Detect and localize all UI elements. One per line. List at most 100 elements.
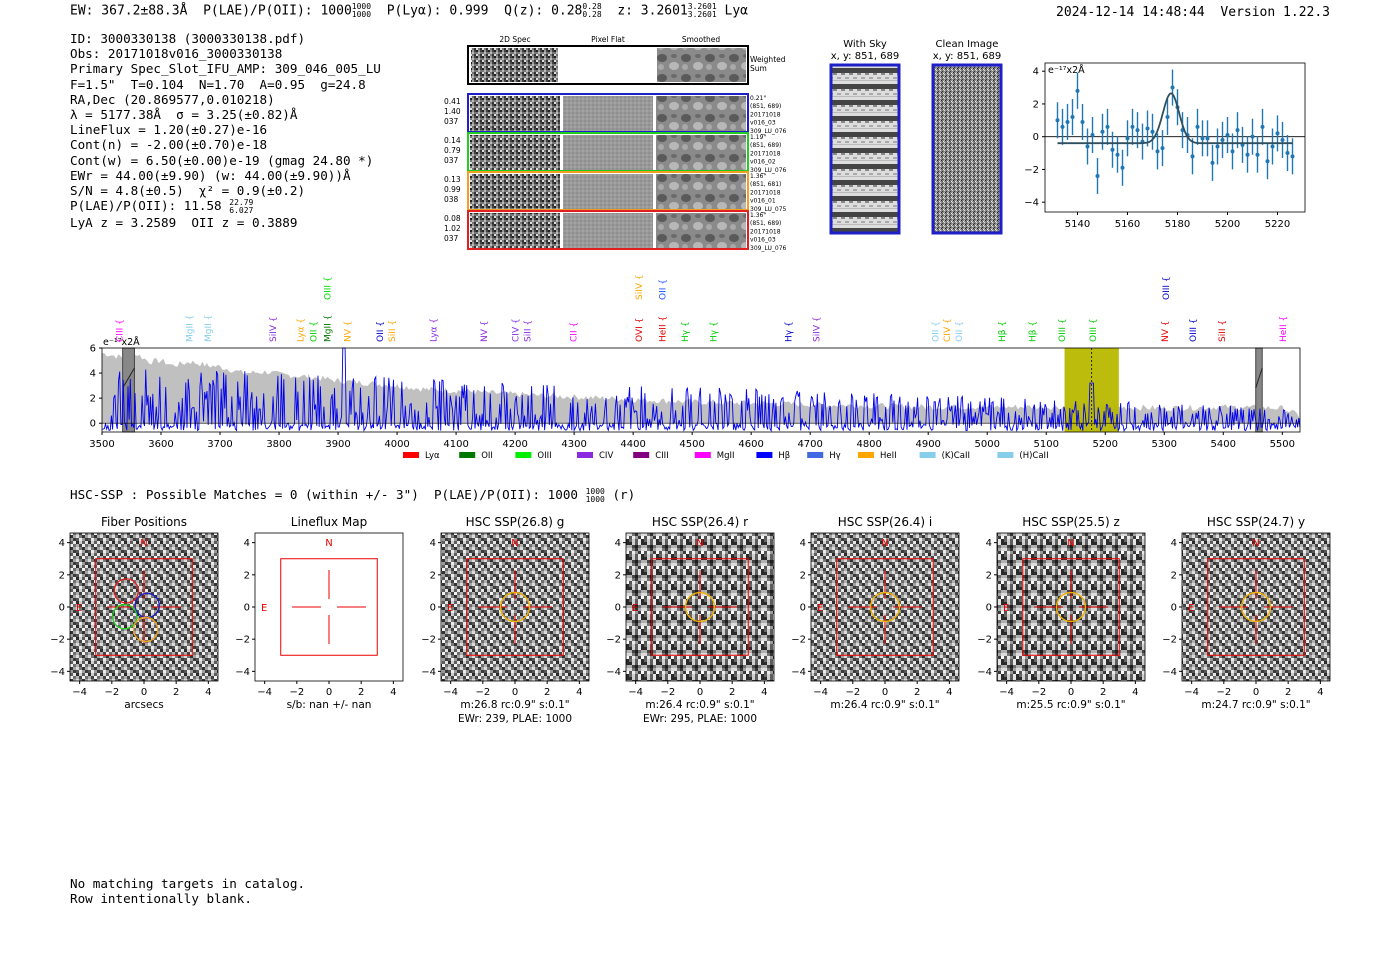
stamp-title: HSC SSP(26.8) g [466,515,565,529]
stamp-ytick-label: 2 [430,570,436,581]
cutout-smoothed [656,213,746,248]
stamp-panel: HSC SSP(26.8) g N E −4 −4 −2 −2 0 0 2 2 4 4 m:26.8 rc… [421,515,590,725]
legend-label: Hβ [778,451,790,461]
legend-swatch [459,452,476,458]
spectrum-xtick-label: 4800 [856,439,881,450]
line-id-label: OIII { [323,276,333,300]
info-plae: P(LAE)/P(OII): 11.58 22.79 6.027 [70,197,254,215]
legend-swatch [756,452,773,458]
line-id-name: OII { [955,321,965,342]
spectrum-xtick-label: 5100 [1034,439,1059,450]
stamp-panel: HSC SSP(26.4) r N E −4 −4 −2 −2 0 0 2 2 4 4 m:26.4 rc… [606,515,775,725]
line-id-label: Hγ { [709,321,719,342]
clean-image-coords: x, y: 851, 689 [933,51,1002,62]
plya-value: P(Lyα): 0.999 [386,3,489,19]
line-id-name: SiIV { [813,316,823,342]
info-contw: Cont(w) = 6.50(±0.00)e-19 (gmag 24.80 *) [70,152,374,168]
line-id-label: Hγ { [784,321,794,342]
stamp-ytick-label: −2 [421,635,436,646]
timestamp-version: 2024-12-14 14:48:44 Version 1.22.3 [1056,5,1330,20]
fit-ytick-label: −2 [1025,165,1039,176]
fiber-cutouts-panel: 2D Spec Pixel Flat Smoothed Weighted Sum… [444,35,787,252]
weighted-sum-2dspec [471,48,558,82]
line-id-label: SiIV { [269,316,279,342]
legend-label: HeII [880,451,897,461]
line-id-label: Lyα { [430,318,440,342]
cutout-right-label: v016_03 [750,120,776,127]
cutout-2dspec [470,135,560,170]
line-id-name: Lyα { [296,318,306,342]
line-id-name: CIII { [116,319,126,342]
cutout-right-label: 20171018 [750,189,781,196]
stamp-ytick-label: −4 [977,667,992,678]
col-2dspec-label: 2D Spec [499,35,530,44]
stamp-title: HSC SSP(26.4) i [838,515,933,529]
fit-data-point [1160,146,1165,151]
stamp-xlabel: arcsecs [124,699,163,711]
info-ewr: EWr = 44.00(±9.90) (w: 44.00(±9.90))Å [70,167,351,183]
line-id-name: OII { [931,321,941,342]
line-id-name: NV { [1161,321,1171,342]
stamp-xtick-label: 0 [326,687,332,698]
east-label: E [1003,603,1009,614]
spectrum-xtick-label: 5000 [974,439,999,450]
fit-data-point [1190,154,1195,159]
fit-data-point [1170,85,1175,90]
line-id-label: HeII { [659,316,669,342]
stamp-xtick-label: −4 [443,687,458,698]
stamp-ytick-label: 2 [59,570,65,581]
fit-data-point [1055,118,1060,123]
cutout-right-label: v016_03 [750,237,776,244]
north-label: N [696,538,703,549]
cutout-pixelflat [563,96,653,131]
spectrum-xtick-label: 3900 [325,439,350,450]
line-id-name: OIII { [1189,318,1199,342]
line-id-label: MgII { [204,315,214,342]
line-id-label: OIII { [1162,276,1172,300]
stamp-xtick-label: 0 [697,687,703,698]
line-id-name: OVI { [635,318,645,342]
fit-data-point [1260,124,1265,129]
fit-data-point [1220,137,1225,142]
stamp-title: HSC SSP(26.4) r [652,515,748,529]
cutout-left-label: 037 [444,117,459,126]
line-id-name: SiIV { [635,274,645,300]
fit-data-point [1065,119,1070,124]
spectrum-xtick-label: 4400 [620,439,645,450]
cutout-left-label: 1.40 [444,107,461,116]
fit-unit-label: e⁻¹⁷x2Å [1048,64,1085,76]
line-id-label: CIV { [512,318,522,342]
spectrum-xtick-label: 5400 [1211,439,1236,450]
stamp-ytick-label: −2 [1162,635,1177,646]
fit-data-point [1235,128,1240,133]
spectrum-unit-label: e⁻¹⁷x2Å [103,336,140,348]
z-range: 3.2601 3.2601 [687,2,717,19]
east-label: E [632,603,638,614]
stamp-xtick-label: 2 [914,687,920,698]
cutout-2dspec [470,213,560,248]
stamp-image [254,532,404,682]
fit-ytick-label: 4 [1033,67,1039,78]
legend-swatch [577,452,593,458]
fit-data-point [1150,129,1155,134]
stamp-xtick-label: −2 [475,687,490,698]
stamp-xtick-label: −4 [628,687,643,698]
cutout-left-label: 037 [444,234,459,243]
spectrum-ytick-label: 0 [90,419,96,430]
legend-label: MgII [717,451,735,461]
line-id-name: Hγ { [784,321,794,342]
stamp-image [625,532,775,682]
stamp-ytick-label: 4 [986,538,992,549]
spectrum-ytick-label: 2 [90,394,96,405]
stamp-ytick-label: 2 [244,570,250,581]
stamp-search-box [1022,558,1120,656]
stamp-xtick-label: 0 [1068,687,1074,698]
spectrum-ytick-label: 4 [90,369,96,380]
line-id-name: OIII { [1162,276,1172,300]
line-id-label: Hβ { [998,321,1008,342]
fit-data-point [1205,136,1210,141]
cutout-right-label: (851, 689) [750,220,781,227]
fit-data-point [1115,152,1120,157]
plae-value: 1000 [320,3,352,19]
